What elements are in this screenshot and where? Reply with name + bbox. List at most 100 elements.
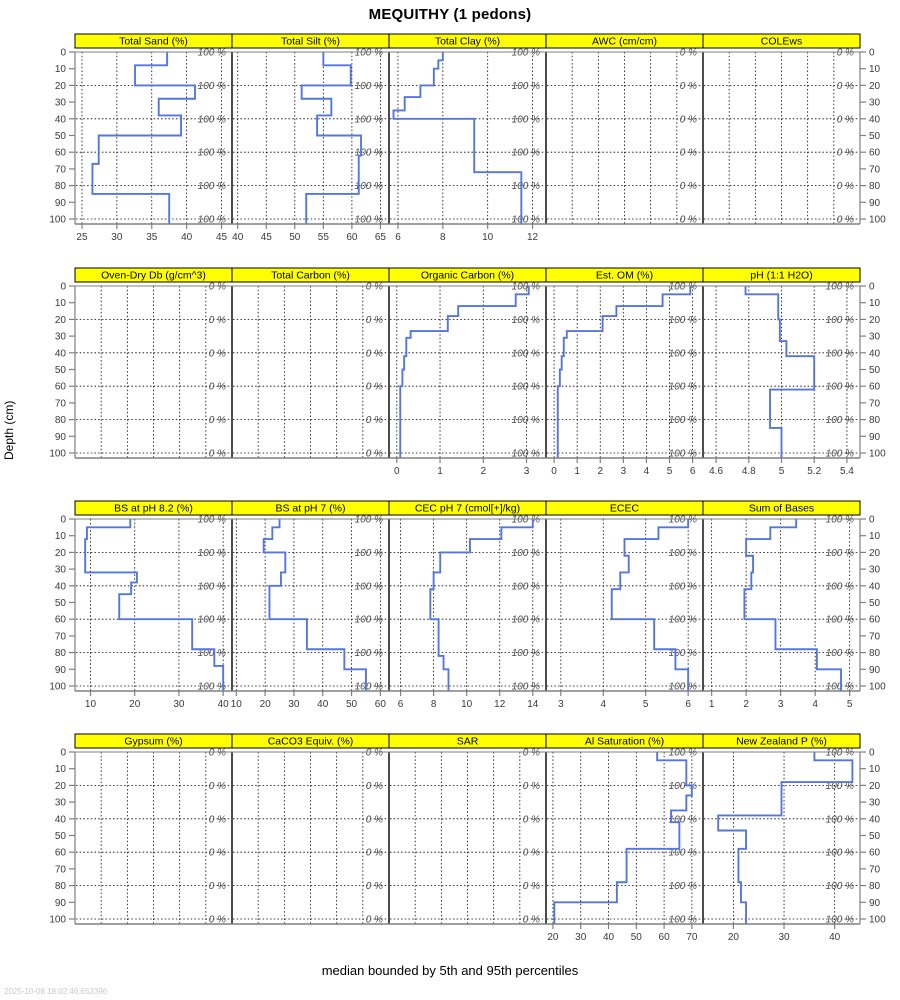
percent-annotation: 100 % [198,81,226,92]
depth-axis-label-right: 70 [869,631,881,642]
percent-annotation: 100 % [512,448,540,459]
depth-axis-label-right: 60 [869,148,881,159]
depth-axis-label-left: 20 [55,81,67,92]
x-axis-tick-label: 50 [631,932,643,943]
data-step-line [262,519,367,691]
percent-annotation: 100 % [669,348,697,359]
depth-axis-label-left: 80 [55,181,67,192]
x-axis-tick-label: 10 [461,699,473,710]
depth-axis-label-right: 70 [869,164,881,175]
percent-annotation: 0 % [366,814,383,825]
panel-title: Organic Carbon (%) [421,269,514,281]
x-axis-tick-label: 40 [218,699,230,710]
depth-axis-label-left: 0 [60,282,66,293]
panel-title: pH (1:1 H2O) [750,269,812,281]
percent-annotation: 0 % [209,914,226,925]
data-step-line [84,519,225,691]
data-step-line [300,52,362,224]
panel-title: Total Silt (%) [281,35,340,47]
percent-annotation: 100 % [355,148,383,159]
depth-axis-label-right: 30 [869,565,881,576]
percent-annotation: 100 % [669,814,697,825]
depth-axis-label-right: 50 [869,365,881,376]
percent-annotation: 100 % [512,214,540,225]
percent-annotation: 100 % [826,315,854,326]
depth-axis-label-left: 40 [55,581,67,592]
timestamp: 2025-10-08 18:02:46.653396 [4,987,108,996]
depth-axis-label-right: 80 [869,881,881,892]
panel-title: AWC (cm/cm) [592,35,657,47]
percent-annotation: 0 % [680,114,697,125]
percent-annotation: 100 % [355,615,383,626]
percent-annotation: 100 % [198,681,226,692]
depth-axis-label-right: 30 [869,332,881,343]
percent-annotation: 100 % [355,581,383,592]
depth-axis-label-right: 40 [869,114,881,125]
depth-axis-label-left: 40 [55,114,67,125]
percent-annotation: 0 % [837,181,854,192]
chart-panel: AWC (cm/cm) 0 % 0 % 0 % 0 % 0 % 0 % [545,34,702,225]
percent-annotation: 100 % [826,848,854,859]
percent-annotation: 0 % [366,748,383,759]
chart-panel: Total Clay (%) 100 % 100 % 100 % 100 % 100 % 1… [388,34,545,225]
percent-annotation: 0 % [837,148,854,159]
depth-axis-label-left: 60 [55,382,67,393]
chart-panel: CaCO3 Equiv. (%) 0 % 0 % 0 % 0 % 0 % 0 % [231,734,388,925]
data-step-line [399,286,530,458]
depth-axis-label-right: 90 [869,432,881,443]
panel-title: Al Saturation (%) [585,735,664,747]
percent-annotation: 100 % [355,515,383,526]
percent-annotation: 100 % [826,748,854,759]
depth-axis-label-right: 80 [869,181,881,192]
percent-annotation: 0 % [209,881,226,892]
depth-axis-label-left: 100 [49,681,66,692]
percent-annotation: 0 % [209,781,226,792]
x-axis-tick-label: 60 [659,932,671,943]
x-axis-tick-label: 2 [481,466,487,477]
x-axis-tick-label: 4.6 [709,466,723,477]
x-axis-tick-label: 8 [431,699,437,710]
percent-annotation: 0 % [523,848,540,859]
depth-axis-label-right: 100 [869,914,886,925]
x-axis-tick-label: 10 [85,699,97,710]
data-step-line [744,286,816,458]
percent-annotation: 100 % [826,581,854,592]
percent-annotation: 100 % [826,282,854,293]
panel-title: CEC pH 7 (cmol[+]/kg) [415,502,520,514]
percent-annotation: 100 % [669,848,697,859]
chart-panel: Total Carbon (%) 0 % 0 % 0 % 0 % 0 % 0 % [231,268,388,459]
percent-annotation: 100 % [826,415,854,426]
panel-title: Gypsum (%) [124,735,182,747]
panel-title: CaCO3 Equiv. (%) [268,735,354,747]
x-axis-tick-label: 3 [621,466,627,477]
percent-annotation: 100 % [198,214,226,225]
percent-annotation: 100 % [826,881,854,892]
chart-panel: SAR 0 % 0 % 0 % 0 % 0 % 0 % [388,734,545,925]
percent-annotation: 0 % [209,282,226,293]
percent-annotation: 100 % [669,581,697,592]
chart-panel: Gypsum (%) 0 % 0 % 0 % 0 % 0 % 0 % [74,734,231,925]
percent-annotation: 0 % [209,382,226,393]
percent-annotation: 100 % [826,814,854,825]
percent-annotation: 100 % [512,282,540,293]
x-axis-tick-label: 20 [547,932,559,943]
chart-panel: Sum of Bases 100 % 100 % 100 % 100 % 100 % 100… [702,501,859,692]
percent-annotation: 0 % [209,748,226,759]
depth-axis-label-left: 60 [55,848,67,859]
x-axis-tick-label: 2 [597,466,603,477]
depth-axis-label-right: 100 [869,214,886,225]
x-axis-tick-label: 65 [375,232,387,243]
percent-annotation: 100 % [198,48,226,59]
percent-annotation: 100 % [512,648,540,659]
depth-axis-label-left: 30 [55,98,67,109]
chart-panel: Est. OM (%) 100 % 100 % 100 % 100 % 100 % 100 … [545,268,702,459]
depth-axis-label-left: 10 [55,64,67,75]
x-axis-tick-label: 6 [685,699,691,710]
chart-panel: BS at pH 7 (%) 100 % 100 % 100 % 100 % 100 % 1… [231,501,388,692]
percent-annotation: 100 % [669,914,697,925]
depth-axis-label-right: 10 [869,64,881,75]
depth-axis-label-left: 80 [55,415,67,426]
depth-axis-label-right: 20 [869,81,881,92]
percent-annotation: 0 % [209,315,226,326]
